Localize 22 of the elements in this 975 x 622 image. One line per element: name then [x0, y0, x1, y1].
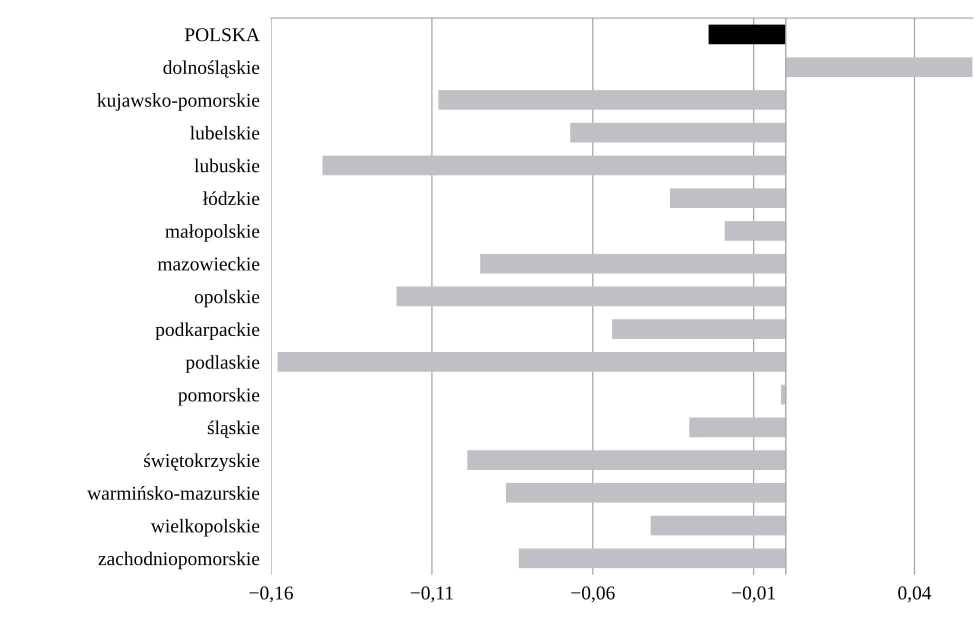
y-tick-label: POLSKA	[184, 28, 260, 42]
y-tick-label: warmińsko-mazurskie	[87, 486, 260, 500]
y-tick-label: opolskie	[194, 290, 260, 308]
y-tick-label: pomorskie	[178, 388, 260, 406]
y-tick-label: mazowieckie	[158, 256, 260, 271]
y-tick-label: wielkopolskie	[150, 518, 260, 536]
x-tick-label: −0,01	[732, 586, 775, 602]
x-tick-label: −0,16	[250, 586, 293, 602]
y-tick-label: zachodniopomorskie	[98, 552, 260, 570]
x-tick-label: 0,04	[898, 586, 932, 602]
y-tick-label: lubelskie	[190, 126, 260, 140]
x-tick-label: −0,11	[410, 586, 453, 602]
y-tick-label: kujawsko-pomorskie	[97, 93, 260, 111]
y-tick-label: lubuskie	[194, 158, 260, 172]
y-tick-label: łódzkie	[202, 191, 260, 206]
y-tick-label: małopolskie	[165, 224, 260, 242]
x-tick-label: −0,06	[571, 586, 615, 602]
y-tick-label: dolnośląskie	[163, 60, 260, 78]
y-tick-label: podlaskie	[186, 355, 260, 373]
y-tick-label: śląskie	[208, 420, 260, 438]
y-tick-label: świętokrzyskie	[144, 453, 260, 472]
y-tick-label: podkarpackie	[156, 322, 260, 340]
